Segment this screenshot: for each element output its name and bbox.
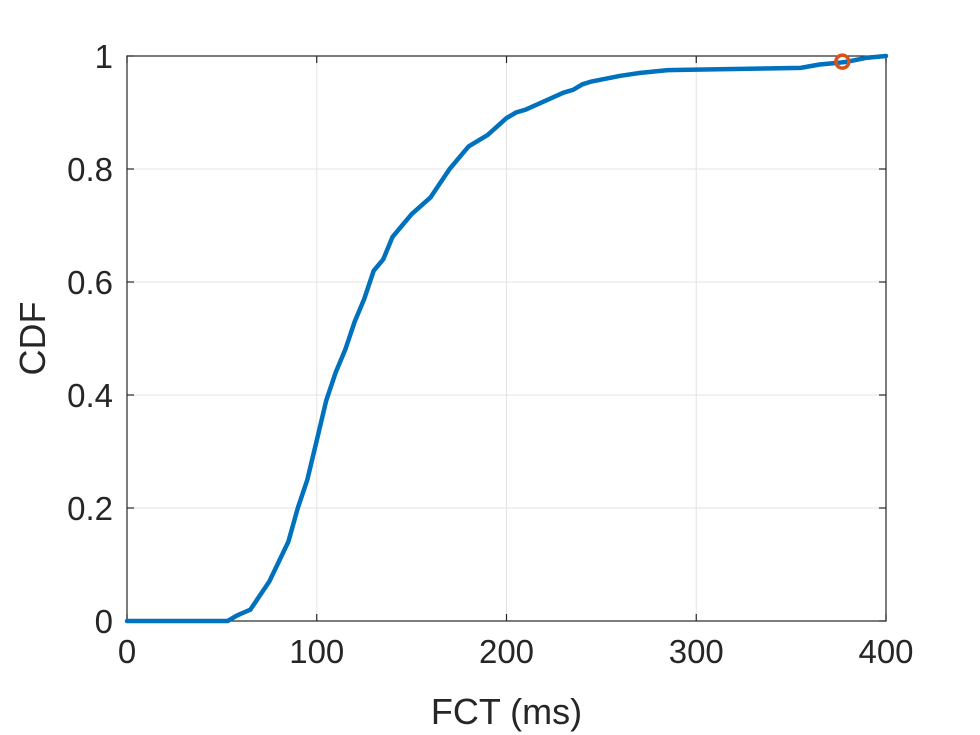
- y-axis-label: CDF: [12, 302, 53, 376]
- x-tick-label: 100: [289, 633, 344, 670]
- grid-lines: [126, 55, 887, 622]
- y-tick-label: 1: [95, 38, 113, 75]
- marker-point: [834, 53, 851, 70]
- y-tick-label: 0.8: [67, 151, 113, 188]
- y-tick-label: 0.4: [67, 377, 113, 414]
- y-tick-label: 0.6: [67, 264, 113, 301]
- x-tick-label: 300: [669, 633, 724, 670]
- y-tick-labels: 0 0.2 0.4 0.6 0.8 1: [67, 38, 113, 640]
- series-line-cdf: [124, 53, 889, 624]
- x-tick-label: 200: [479, 633, 534, 670]
- markers: [834, 53, 851, 70]
- x-axis-label: FCT (ms): [431, 691, 582, 732]
- x-tick-labels: 0 100 200 300 400: [118, 633, 914, 670]
- y-tick-label: 0: [95, 603, 113, 640]
- x-tick-label: 400: [858, 633, 913, 670]
- x-tick-label: 0: [118, 633, 136, 670]
- y-tick-label: 0.2: [67, 490, 113, 527]
